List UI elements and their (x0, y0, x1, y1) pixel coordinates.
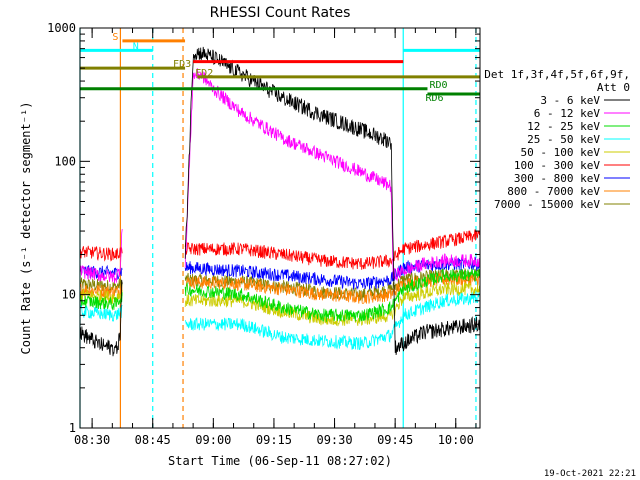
y-tick-label-3: 1000 (47, 21, 76, 35)
series-line-6-12keV (79, 68, 480, 284)
x-tick-label-4: 09:30 (316, 433, 352, 447)
flag-label-5: FD3 (173, 59, 191, 70)
y-tick-label-0: 1 (69, 421, 76, 435)
legend-entry-label-8: 7000 - 15000 keV (494, 198, 600, 211)
x-axis-label: Start Time (06-Sep-11 08:27:02) (168, 454, 392, 468)
flag-label-0: S (112, 32, 118, 43)
plot-frame (79, 27, 481, 429)
legend-entry-label-4: 50 - 100 keV (521, 146, 601, 159)
y-tick-label-2: 100 (54, 154, 76, 168)
legend-entry-label-5: 100 - 300 keV (514, 159, 600, 172)
timestamp: 19-Oct-2021 22:21 (544, 469, 636, 479)
chart-title: RHESSI Count Rates (210, 5, 351, 21)
legend-entry-label-3: 25 - 50 keV (527, 133, 600, 146)
x-tick-label-6: 10:00 (438, 433, 474, 447)
flag-label-6: RD0 (429, 80, 447, 91)
legend-entry-label-2: 12 - 25 keV (527, 120, 600, 133)
legend-header-0: Det 1f,3f,4f,5f,6f,9f, (484, 68, 630, 81)
legend-entry-label-0: 3 - 6 keV (540, 94, 600, 107)
y-tick-label-1: 10 (62, 288, 76, 302)
x-tick-label-0: 08:30 (74, 433, 110, 447)
legend-header-1: Att 0 (597, 81, 630, 94)
y-axis-label: Count Rate (s⁻¹ detector segment⁻¹) (19, 102, 33, 355)
flag-label-4: FD2 (195, 68, 213, 79)
x-tick-label-3: 09:15 (256, 433, 292, 447)
legend-entry-label-6: 300 - 800 keV (514, 172, 600, 185)
axis-ticks: 1 10 100 1000 08:30 08:45 09:00 09:15 09:30 09:45… (47, 21, 480, 447)
plot-area: S N FD2 FD3 RD0 RD6 (79, 28, 480, 428)
flag-label-1: N (133, 41, 139, 52)
series-line-25-50keV (79, 292, 480, 351)
series-line-7000-15000keV (79, 267, 480, 302)
series-line-12-25keV (79, 267, 480, 322)
x-tick-label-2: 09:00 (195, 433, 231, 447)
x-tick-label-1: 08:45 (135, 433, 171, 447)
legend-entry-label-7: 800 - 7000 keV (507, 185, 600, 198)
flag-label-7: RD6 (425, 93, 443, 104)
legend-entry-label-1: 6 - 12 keV (534, 107, 601, 120)
x-tick-label-5: 09:45 (377, 433, 413, 447)
series-line-100-300keV (79, 229, 480, 270)
